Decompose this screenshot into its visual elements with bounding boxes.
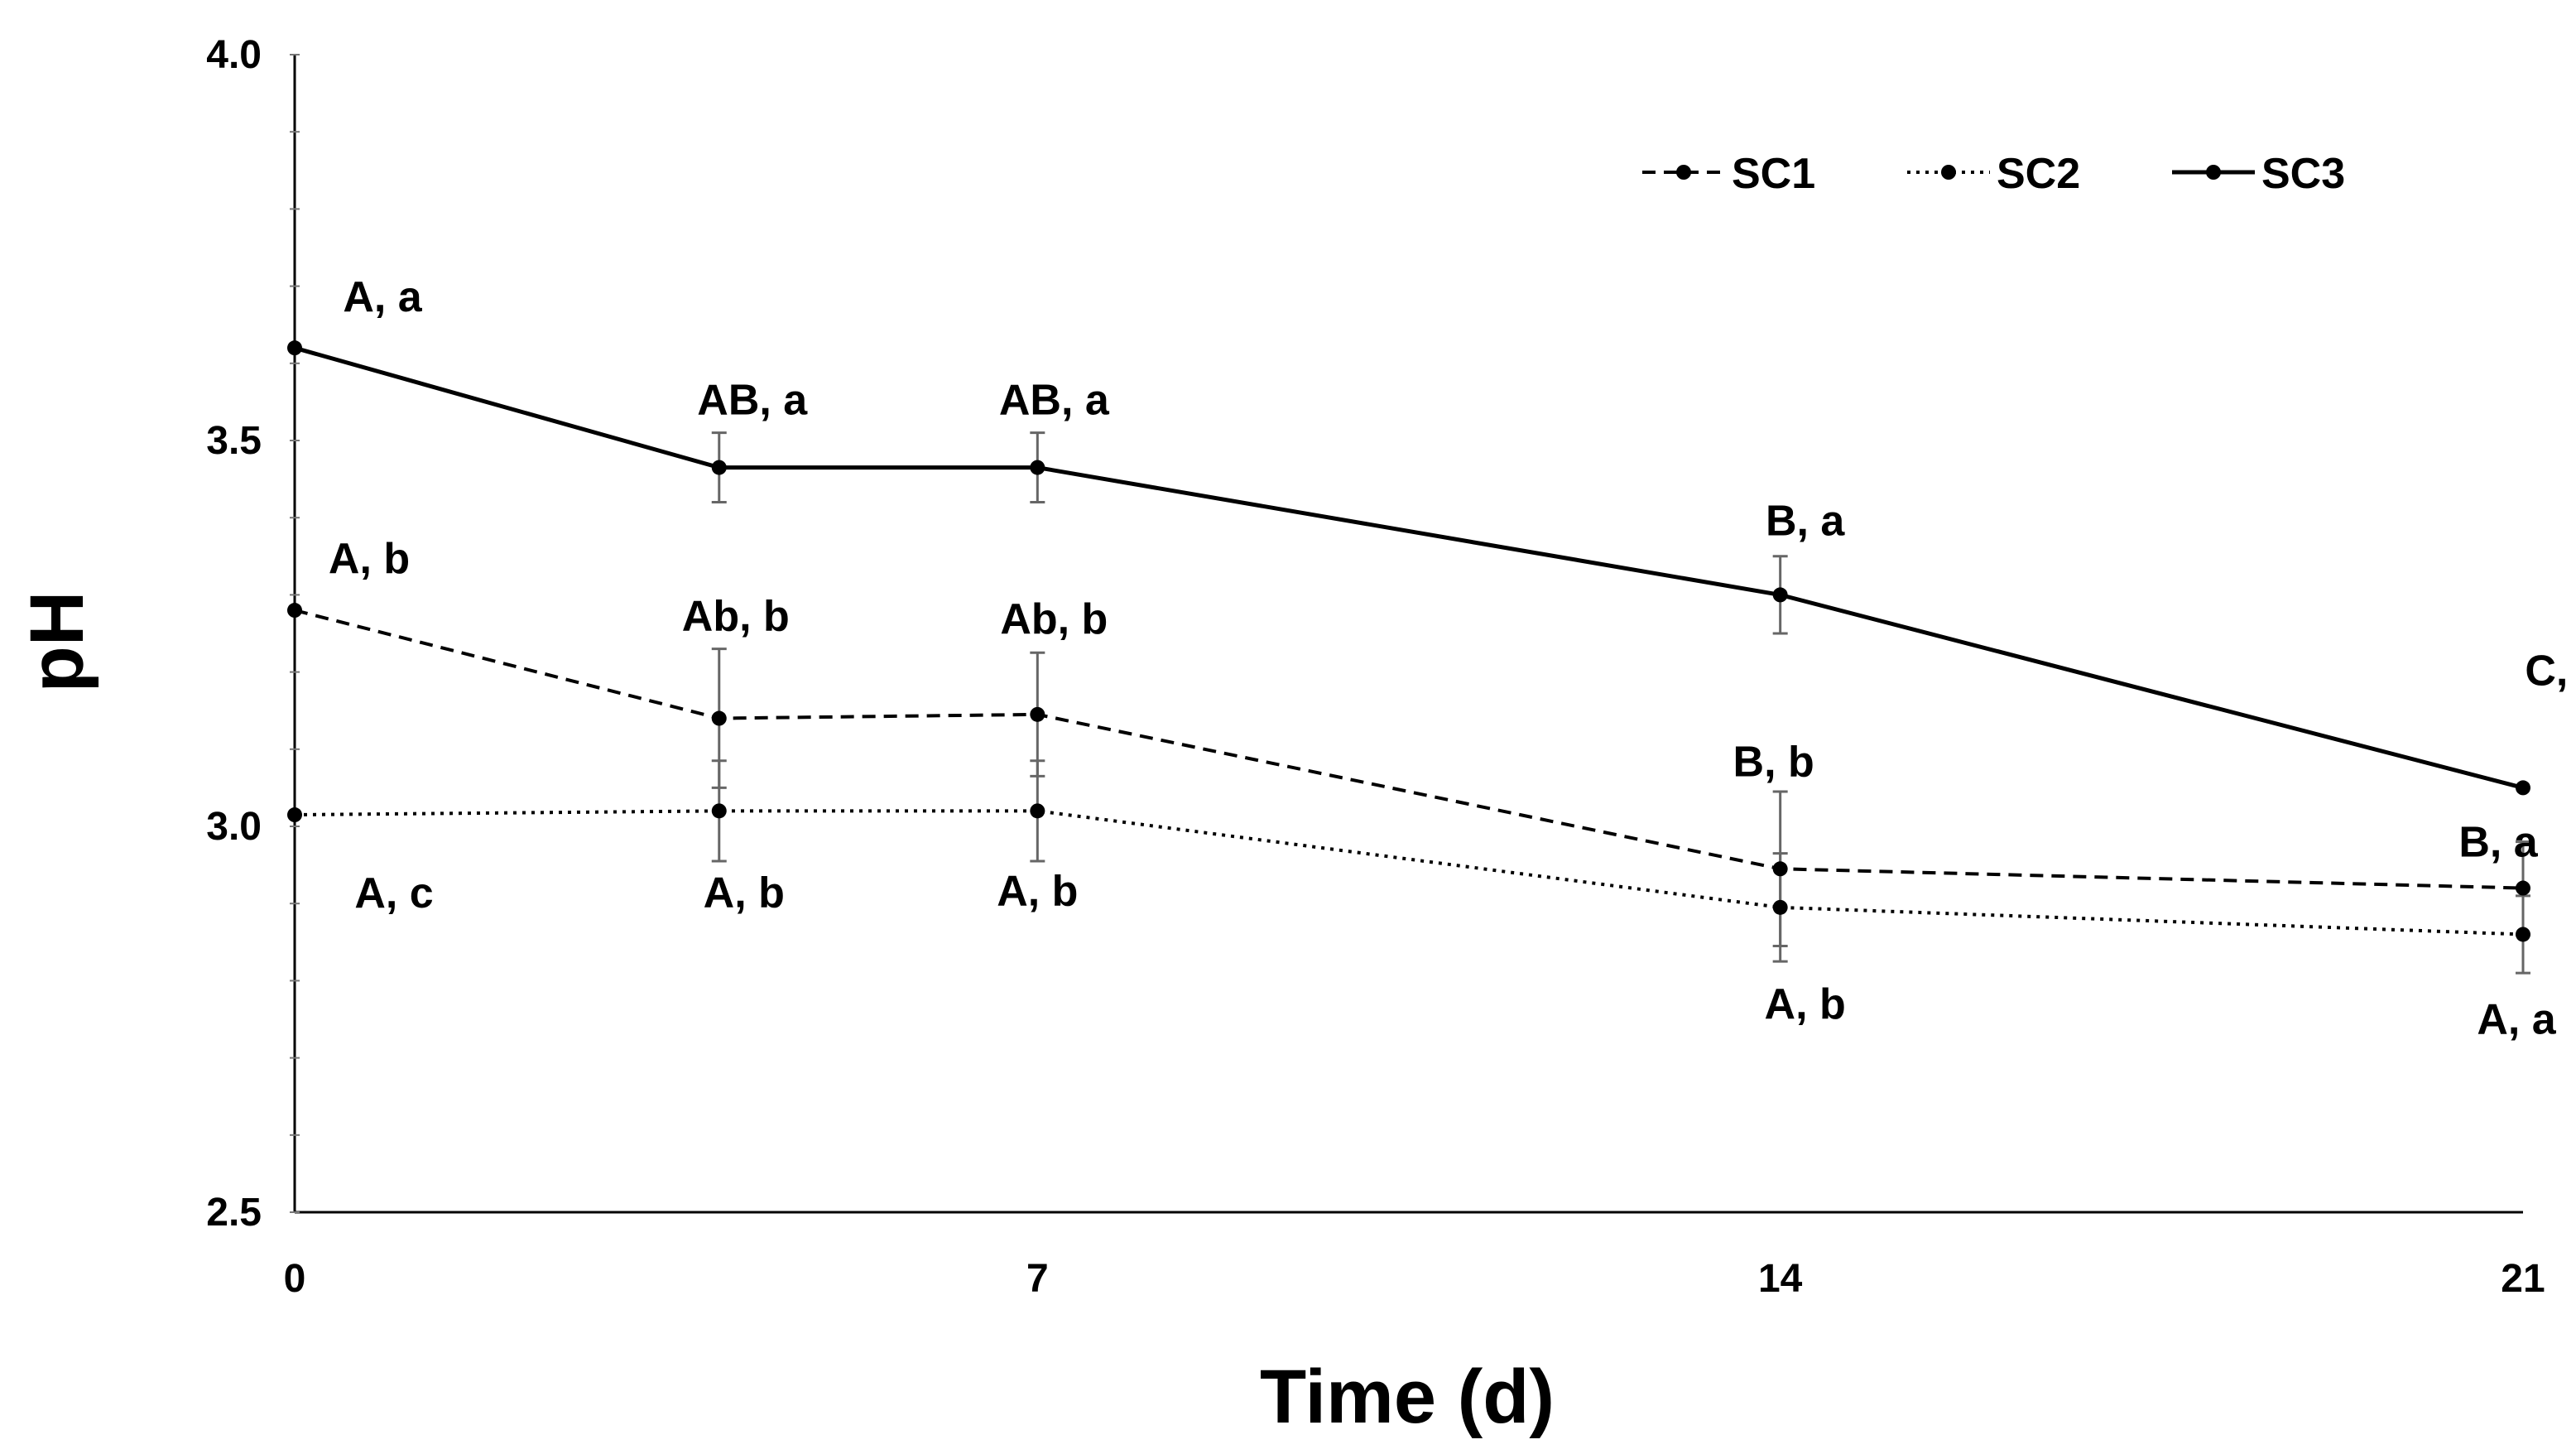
y-tick-label: 2.5 [206,1191,262,1235]
significance-labels: A, b Ab, b Ab, b B, b B, a A, c A, b A, b A, b A,… [329,273,2576,1043]
data-point-sc2 [2516,927,2530,942]
data-point-sc3 [711,460,727,475]
significance-label: AB, a [697,377,808,425]
data-point-sc3 [1030,460,1045,475]
significance-label: B, a [2458,819,2538,867]
y-tick-label: 3.5 [206,419,262,463]
significance-label: A, b [997,867,1078,915]
legend-marker-sc1 [1676,165,1691,180]
legend-label-sc2: SC2 [1997,150,2080,198]
significance-label: B, a [1766,497,1845,545]
series-line-sc2 [294,809,2524,936]
data-point-sc2 [711,803,727,819]
data-point-sc2 [1772,899,1788,915]
data-point-sc1 [1772,861,1788,877]
significance-label: Ab, b [682,593,790,641]
significance-label: AB, a [999,377,1110,425]
data-point-sc2 [1030,803,1045,819]
data-point-sc1 [1030,706,1045,722]
y-tick-label: 4.0 [206,33,262,77]
data-point-sc1 [287,603,302,619]
data-point-sc1 [711,710,727,726]
data-point-sc3 [1772,587,1788,603]
legend-label-sc3: SC3 [2261,150,2345,198]
data-point-sc2 [287,807,302,823]
y-tick-label: 3.0 [206,805,262,849]
axes: 2.5 3.0 3.5 4.0 0 7 14 21 [206,33,2545,1301]
x-tick-label: 14 [1758,1257,1803,1301]
data-points [287,340,2530,942]
legend: SC1 SC2 SC3 [1642,150,2345,198]
significance-label: C, a [2525,647,2576,695]
y-axis-title: pH [15,591,99,693]
significance-label: A, b [1765,980,1846,1028]
significance-label: A, a [2477,995,2556,1043]
x-tick-label: 0 [284,1257,306,1301]
x-tick-label: 7 [1026,1257,1049,1301]
significance-label: A, b [329,535,410,583]
data-point-sc1 [2516,880,2530,896]
significance-label: A, b [704,869,785,917]
significance-label: B, b [1733,738,1814,786]
x-axis-title: Time (d) [1260,1355,1555,1439]
data-point-sc3 [287,340,302,356]
x-tick-label: 21 [2501,1257,2545,1301]
legend-marker-sc2 [1941,165,1956,180]
legend-label-sc1: SC1 [1732,150,1815,198]
data-point-sc3 [2516,780,2530,796]
legend-marker-sc3 [2206,165,2221,180]
significance-label: Ab, b [1000,595,1108,643]
significance-label: A, a [343,273,422,321]
significance-label: A, c [354,869,433,917]
